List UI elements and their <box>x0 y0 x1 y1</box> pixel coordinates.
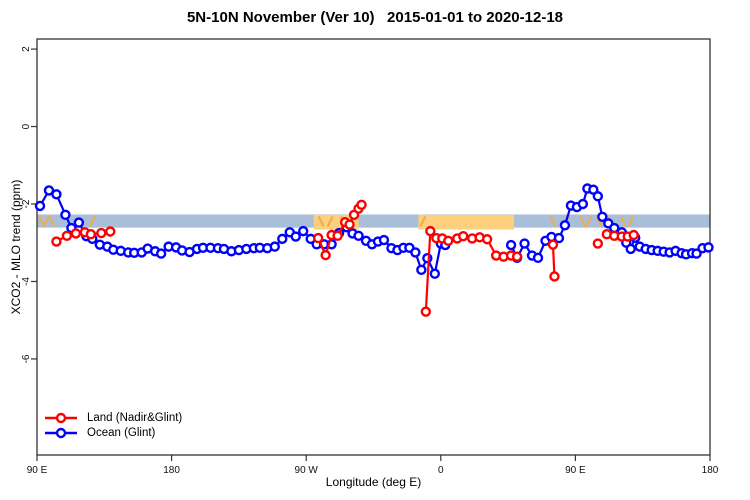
x-tick-label: 90 E <box>27 465 48 476</box>
band-dash-icon <box>48 215 56 227</box>
legend: Land (Nadir&Glint) Ocean (Glint) <box>44 410 182 440</box>
land-data-point <box>344 219 355 230</box>
land-data-point <box>51 236 62 247</box>
land-data-point <box>320 249 331 261</box>
y-tick-label: 2 <box>21 46 32 52</box>
land-data-point <box>332 230 343 241</box>
x-tick-label: 180 <box>702 465 719 476</box>
y-tick-label: -6 <box>21 354 32 363</box>
ocean-data-point <box>73 217 85 228</box>
ocean-data-point <box>269 241 280 252</box>
land-data-point <box>547 239 559 250</box>
ocean-data-point <box>553 232 565 244</box>
land-data-point <box>481 234 493 245</box>
band-dash-icon <box>42 215 50 227</box>
land-series-line <box>551 244 556 277</box>
band-dash-icon <box>326 215 334 227</box>
ocean-data-point <box>43 185 55 196</box>
band-dash-icon <box>317 215 325 227</box>
land-data-point <box>549 271 560 282</box>
ocean-data-point <box>51 189 62 200</box>
x-tick-label: 90 E <box>565 465 586 476</box>
land-data-point <box>356 199 367 210</box>
band-dash-icon <box>627 215 635 227</box>
ocean-data-point <box>60 209 71 221</box>
land-data-point <box>70 228 82 239</box>
ocean-data-point <box>691 248 702 259</box>
reference-band <box>37 214 710 228</box>
x-tick-label: 0 <box>438 465 444 476</box>
ocean-data-point <box>298 225 309 237</box>
ocean-data-point <box>505 239 517 251</box>
ocean-data-point <box>410 247 421 258</box>
ocean-data-point <box>559 220 571 231</box>
land-data-point <box>628 229 639 241</box>
ocean-data-point <box>353 230 364 241</box>
ocean-data-point <box>290 231 301 242</box>
band-dash-icon <box>419 215 427 227</box>
band-dash-icon <box>549 215 557 227</box>
ocean-data-point <box>155 248 167 259</box>
land-series-swatch-icon <box>45 412 77 423</box>
band-dash-icon <box>619 215 627 227</box>
legend-label-land: Land (Nadir&Glint) <box>87 411 183 424</box>
chart-title: 5N-10N November (Ver 10) 2015-01-01 to 2… <box>186 9 564 26</box>
legend-label-ocean: Ocean (Glint) <box>87 426 156 439</box>
ocean-data-point <box>277 233 288 245</box>
ocean-data-point <box>597 211 608 222</box>
land-data-point <box>105 226 116 237</box>
ocean-data-point <box>703 242 714 253</box>
highlight-region <box>418 214 515 230</box>
band-dash-icon <box>88 215 96 227</box>
ocean-data-point <box>577 198 589 210</box>
band-dash-icon <box>585 215 593 227</box>
ocean-data-point <box>592 191 604 202</box>
x-tick-label: 90 W <box>295 465 319 476</box>
land-data-point <box>96 227 107 239</box>
land-data-point <box>61 230 73 241</box>
legend-item-ocean: Ocean (Glint) <box>44 425 182 440</box>
land-data-point <box>420 306 432 317</box>
ocean-data-point <box>416 264 427 276</box>
ocean-data-point <box>378 234 390 246</box>
ocean-data-point <box>532 252 544 264</box>
land-data-point <box>312 232 324 244</box>
x-axis-label: Longitude (deg E) <box>325 475 422 489</box>
ocean-data-point <box>422 253 433 264</box>
y-tick-label: -4 <box>21 277 32 286</box>
legend-item-land: Land (Nadir&Glint) <box>44 410 182 425</box>
land-data-point <box>85 229 97 240</box>
ocean-series-swatch-icon <box>45 427 77 438</box>
land-data-point <box>425 225 436 237</box>
band-dash-icon <box>579 215 587 227</box>
ocean-data-point <box>34 200 46 212</box>
ocean-data-point <box>429 268 441 279</box>
y-axis-label: XCO2 - MLO trend (ppm) <box>9 179 23 315</box>
land-data-point <box>511 251 523 262</box>
ocean-data-point <box>625 243 636 255</box>
ocean-data-point <box>519 238 530 249</box>
land-data-point <box>592 238 604 249</box>
land-data-point <box>458 230 469 242</box>
x-tick-label: 180 <box>163 465 180 476</box>
y-tick-label: 0 <box>21 123 32 129</box>
y-tick-label: -2 <box>21 199 32 208</box>
land-data-point <box>443 235 454 247</box>
